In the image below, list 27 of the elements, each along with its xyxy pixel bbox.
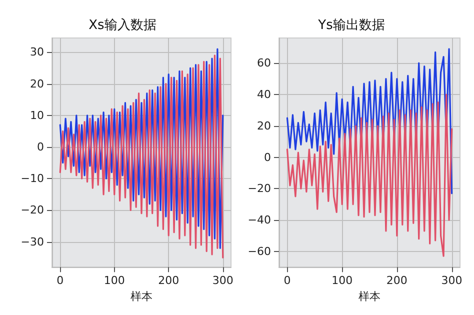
x-tick-label: 300 [441,274,462,288]
x-tick-label: 0 [284,274,291,288]
y-tick-label: 0 [37,140,44,154]
y-tick-label: −40 [248,214,271,227]
x-tick-label: 100 [104,274,125,288]
chart-title: Ys输出数据 [317,18,385,33]
line-series [286,94,453,257]
y-tick-label: 20 [257,119,271,132]
y-tick-label: 40 [257,88,271,101]
x-tick-label: 0 [56,274,64,288]
y-tick-label: −10 [20,172,44,186]
y-tick-label: 10 [30,108,44,122]
y-tick-label: 60 [257,56,271,70]
y-tick-label: −60 [248,244,271,258]
x-tick-label: 100 [332,274,353,288]
y-tick-label: −30 [20,235,44,248]
x-axis-title: 样本 [130,290,152,303]
y-tick-label: 0 [264,150,271,164]
x-tick-label: 200 [158,274,180,288]
y-tick-label: 20 [30,77,44,90]
y-tick-label: −20 [20,204,44,217]
x-tick-label: 300 [212,274,234,288]
x-tick-label: 200 [386,274,408,288]
x-axis-title: 样本 [358,290,380,303]
y-tick-label: 30 [30,46,44,59]
y-tick-label: −20 [248,182,271,196]
chart-title: Xs输入数据 [88,18,156,33]
